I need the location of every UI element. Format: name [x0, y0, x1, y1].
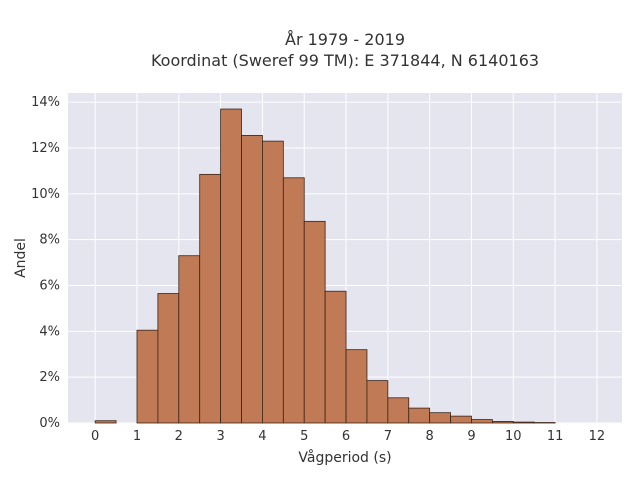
histogram-bar — [157, 293, 180, 424]
chart-title-line-1: År 1979 - 2019 — [285, 30, 405, 49]
histogram-bar — [136, 329, 159, 424]
y-tick-label: 10% — [31, 187, 60, 202]
histogram-bar — [262, 140, 284, 424]
x-tick-label: 7 — [384, 429, 392, 444]
y-tick-label: 8% — [39, 233, 60, 248]
histogram-bar — [491, 420, 514, 424]
x-tick-label: 12 — [589, 429, 606, 444]
x-tick-label: 6 — [342, 429, 350, 444]
y-axis-ticks: 0% 2% 4% 6% 8% 10% 12% 14% — [31, 95, 60, 431]
histogram-bar — [512, 421, 535, 424]
histogram-bar — [408, 407, 431, 424]
histogram-bar — [220, 108, 242, 424]
x-axis-label: Vågperiod (s) — [298, 449, 391, 466]
bars — [94, 108, 556, 424]
y-axis-label: Andel — [13, 238, 29, 278]
histogram-bar — [282, 177, 305, 424]
x-tick-label: 0 — [91, 429, 99, 444]
x-tick-label: 3 — [216, 429, 224, 444]
y-tick-label: 14% — [31, 95, 60, 110]
histogram-bar — [471, 419, 493, 424]
x-tick-label: 11 — [547, 429, 564, 444]
x-tick-label: 1 — [133, 429, 141, 444]
histogram-bar — [450, 415, 472, 424]
histogram-bar — [241, 134, 263, 424]
x-tick-label: 4 — [258, 429, 266, 444]
histogram-bar — [303, 220, 326, 424]
histogram-bar — [324, 290, 347, 424]
x-tick-label: 8 — [426, 429, 434, 444]
histogram-bar — [429, 412, 451, 424]
x-tick-label: 2 — [175, 429, 183, 444]
chart-title-line-2: Koordinat (Sweref 99 TM): E 371844, N 61… — [151, 51, 539, 70]
x-tick-label: 5 — [300, 429, 308, 444]
histogram-bar — [366, 380, 389, 424]
y-tick-label: 12% — [31, 141, 60, 156]
x-tick-label: 9 — [467, 429, 475, 444]
y-tick-label: 4% — [39, 324, 60, 339]
histogram-bar — [178, 255, 201, 424]
x-tick-label: 10 — [505, 429, 522, 444]
histogram-bar — [199, 173, 222, 424]
histogram-bar — [387, 397, 410, 424]
histogram-bar — [345, 349, 368, 424]
y-tick-label: 6% — [39, 279, 60, 294]
y-tick-label: 0% — [39, 416, 60, 431]
x-axis-ticks: 0 1 2 3 4 5 6 7 8 9 10 11 12 — [91, 429, 605, 444]
histogram-bar — [94, 420, 117, 424]
y-tick-label: 2% — [39, 370, 60, 385]
